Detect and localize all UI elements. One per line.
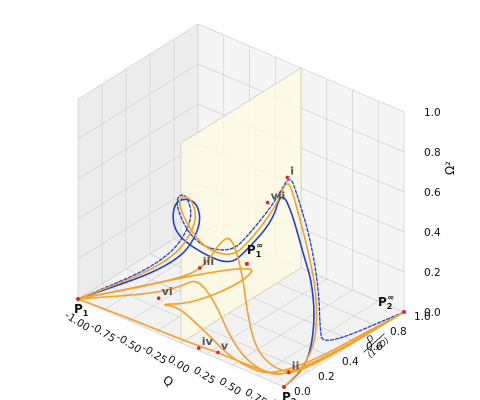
grid-line-x-floor <box>258 300 379 377</box>
trajectory-label-vii: vii <box>271 190 286 203</box>
point-label-P2: P2 <box>282 390 296 400</box>
trajectory-label-vi: vi <box>162 285 173 298</box>
y-axis-label-numerator: D <box>365 333 377 345</box>
point-label-P2inf: P2∞ <box>378 293 394 311</box>
z-tick-label: 0.6 <box>424 187 441 199</box>
fixed-point-P2 <box>282 385 286 389</box>
y-tick-label: 0.6 <box>366 341 383 353</box>
trajectory-marker <box>287 370 291 375</box>
side-pane <box>78 24 198 299</box>
grid-line-z-side <box>77 183 199 260</box>
grid-line-x-floor <box>206 278 327 355</box>
y-tick-label: 0.8 <box>390 326 407 338</box>
trajectory-marker <box>285 175 290 180</box>
trajectory-6 <box>77 298 405 375</box>
z-tick-label: 0.8 <box>424 147 441 159</box>
trajectory-label-i: i <box>290 164 294 177</box>
z-axis-label: Ω² <box>443 161 457 175</box>
grid-line-z-side <box>77 63 199 140</box>
y-tick-label: 0.2 <box>318 371 335 383</box>
trajectory-label-iv: iv <box>202 335 214 348</box>
x-tick-label: -0.50 <box>114 331 143 356</box>
trajectory-marker <box>198 266 202 270</box>
trajectory-marker <box>156 296 161 301</box>
z-tick-label: 0.4 <box>424 227 441 239</box>
grid-line-z-side <box>77 143 199 220</box>
grid-line-z-side <box>77 103 199 180</box>
z-tick-label: 0.2 <box>424 267 441 279</box>
x-axis-label: Q <box>160 373 175 390</box>
point-label-P1: P1 <box>74 302 89 318</box>
grid-line-z-side <box>77 223 199 300</box>
x-tick-label: 0.75 <box>243 386 269 400</box>
x-tick-label: 0.25 <box>191 364 217 387</box>
grid-line-x-floor <box>232 289 353 366</box>
x-tick-label: 0.50 <box>217 375 243 398</box>
trajectory-label-v: v <box>221 339 229 352</box>
x-tick-label: -0.25 <box>140 342 169 367</box>
trajectory-marker <box>197 346 201 350</box>
y-tick-label: 0.4 <box>342 356 359 368</box>
trajectory-7 <box>77 267 405 374</box>
y-tick-label: 1.0 <box>414 311 431 323</box>
trajectory-3 <box>77 183 318 388</box>
y-axis-label-bar <box>363 333 385 353</box>
trajectory-label-ii: ii <box>292 359 300 372</box>
fixed-point-P2inf <box>402 310 406 314</box>
grid-line-z-side <box>77 23 199 100</box>
trajectory-marker <box>216 350 220 355</box>
fixed-point-P1inf <box>244 261 249 266</box>
trajectory-1 <box>77 196 315 388</box>
x-tick-label: -0.75 <box>88 320 117 345</box>
trajectory-marker <box>265 200 270 205</box>
trajectory-4 <box>77 237 405 372</box>
point-label-P1inf: P1∞ <box>247 241 263 259</box>
y-tick-label: 0.0 <box>294 386 311 398</box>
z-tick-label: 1.0 <box>424 107 441 119</box>
fixed-point-P1 <box>76 297 80 301</box>
z-tick-label: 0.0 <box>424 307 441 319</box>
trajectory-label-iii: iii <box>203 255 214 268</box>
